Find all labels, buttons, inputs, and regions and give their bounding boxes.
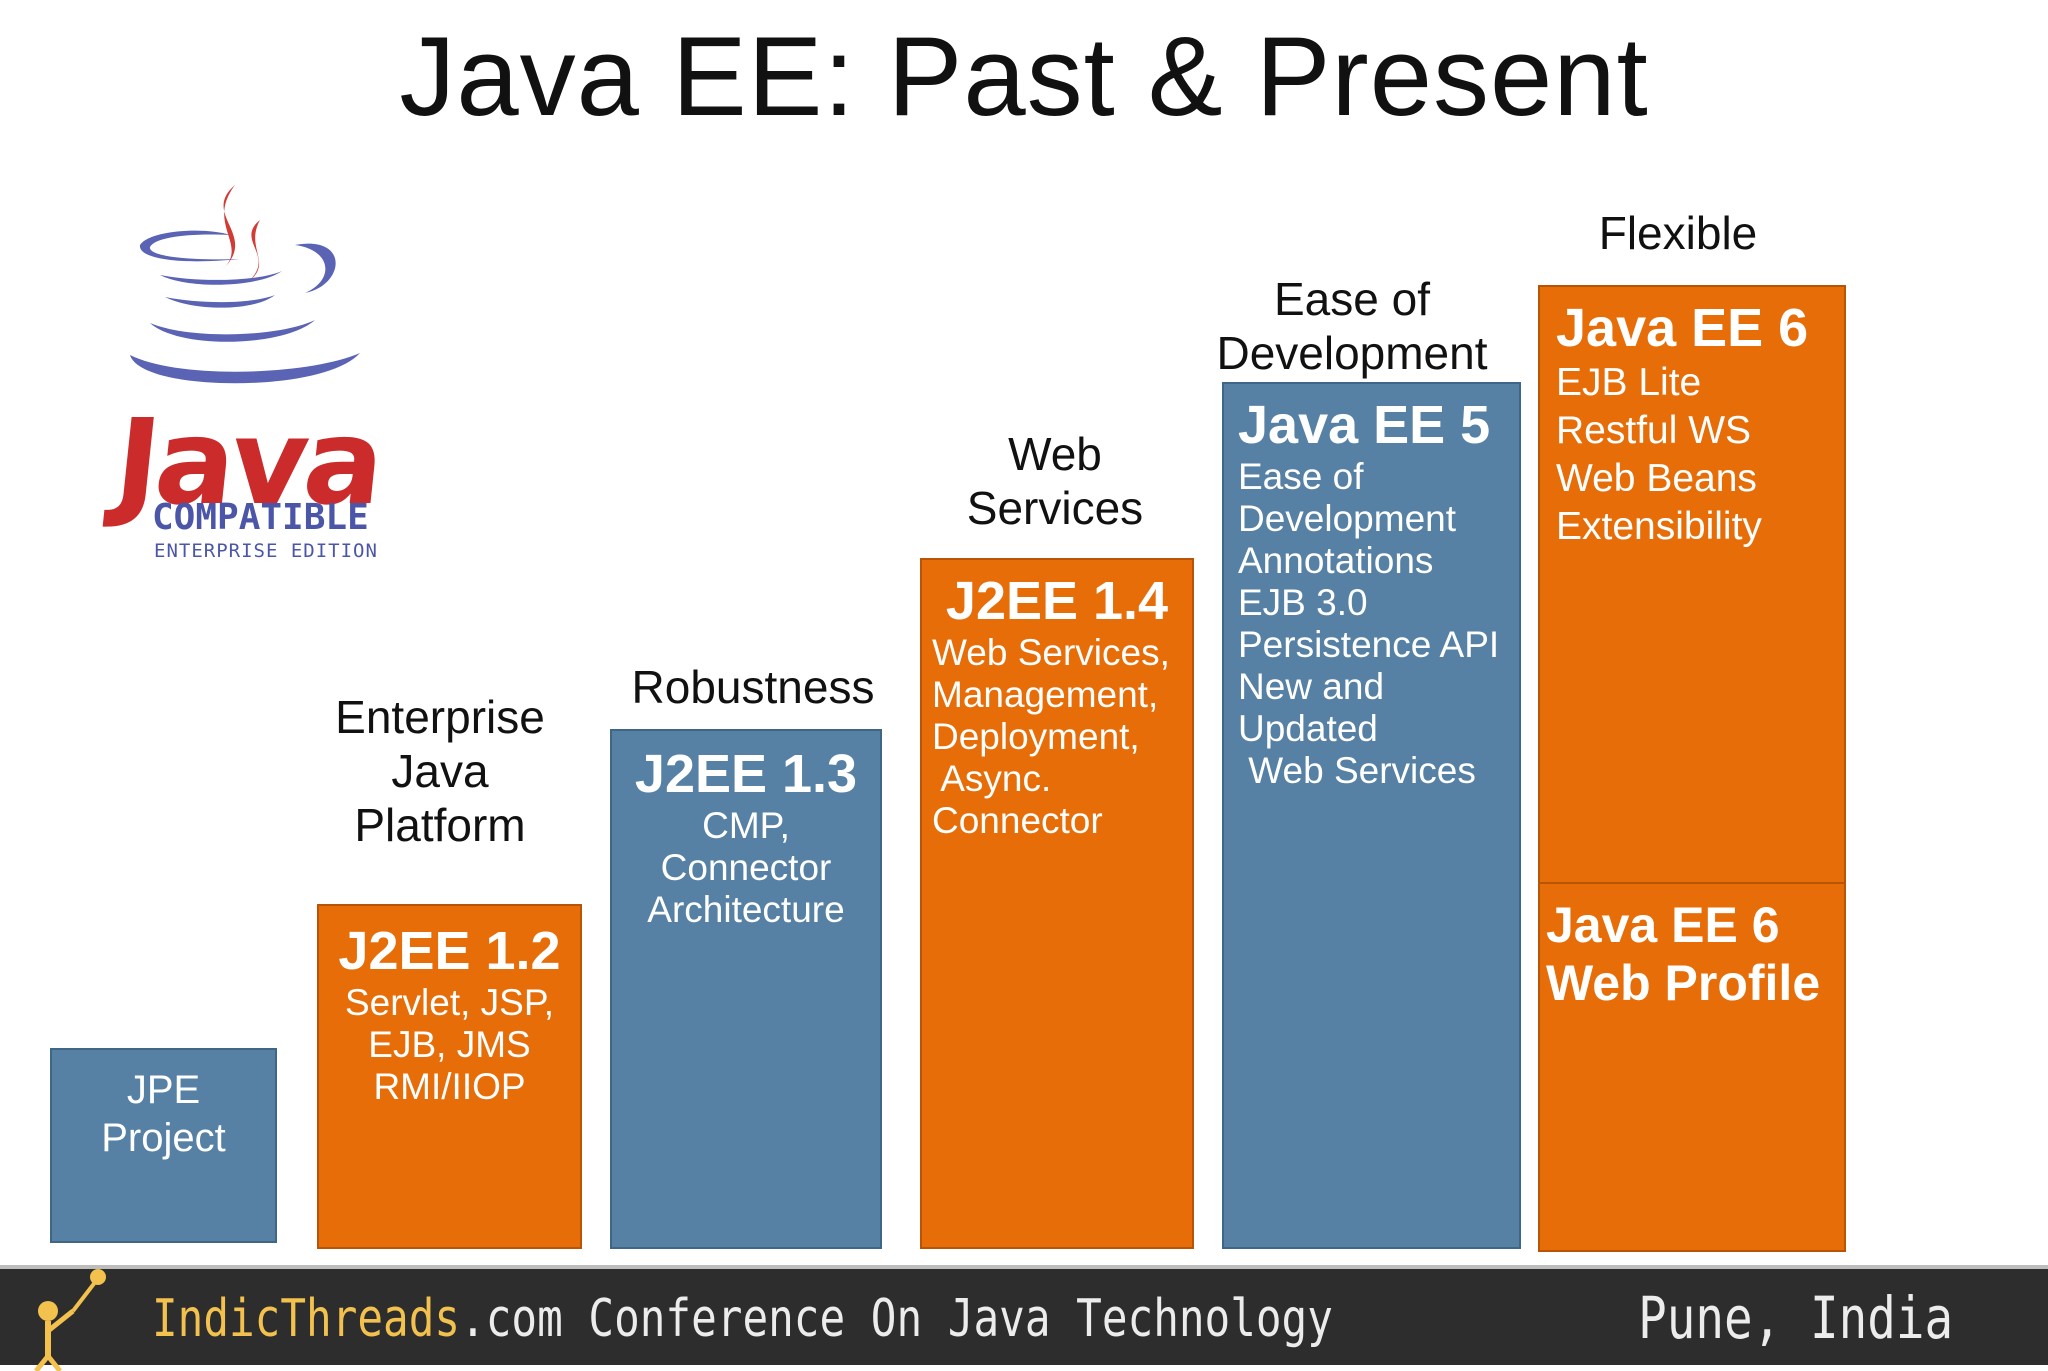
box-line: Ease of (1238, 456, 1364, 497)
box-line: Connector (932, 800, 1103, 841)
box-title: Java EE 6 (1546, 897, 1780, 953)
stage-box-j2ee-1-2: J2EE 1.2 Servlet, JSP, EJB, JMS RMI/IIOP (317, 904, 582, 1249)
box-title: Java EE 6 (1556, 298, 1809, 358)
stage-box-j2ee-1-3: J2EE 1.3 CMP, Connector Architecture (610, 729, 882, 1249)
box-line: Updated (1238, 708, 1378, 749)
enterprise-edition-label: ENTERPRISE EDITION (154, 540, 378, 562)
stage-label-ease-of-development: Ease of Development (1216, 273, 1488, 379)
stage-box-java-ee-5: Java EE 5 Ease of Development Annotation… (1222, 382, 1521, 1249)
footer-banner: IndicThreads.com Conference On Java Tech… (0, 1265, 2048, 1371)
box-title: J2EE 1.3 (634, 744, 858, 804)
box-line: Deployment, (932, 716, 1140, 757)
footer-brand-highlight: IndicThreads (152, 1289, 461, 1349)
box-title: Web Profile (1546, 955, 1821, 1011)
mascot-icon (34, 1269, 106, 1371)
box-line: JPE (126, 1068, 201, 1112)
box-line: CMP, (702, 805, 790, 846)
box-line: Architecture (647, 889, 845, 930)
box-line: Async. (932, 758, 1052, 799)
footer-brand-rest: .com Conference On Java Technology (460, 1289, 1333, 1349)
box-line: Connector (660, 847, 832, 888)
box-line: New and (1238, 666, 1385, 707)
stage-box-java-ee-6: Java EE 6 EJB Lite Restful WS Web Beans … (1538, 285, 1846, 883)
box-line: EJB 3.0 (1238, 582, 1368, 623)
stage-label-enterprise-java-platform: Enterprise Java Platform (335, 691, 545, 851)
stage-label-flexible: Flexible (1598, 207, 1758, 259)
box-title: Java EE 5 (1238, 395, 1491, 455)
box-line: RMI/IIOP (373, 1066, 526, 1107)
box-line: Project (101, 1116, 226, 1160)
slide-title: Java EE: Past & Present (399, 14, 1649, 139)
stage-label-web-services: Web Services (966, 428, 1144, 534)
stage-box-jpe: JPE Project (50, 1048, 277, 1243)
footer-location: Pune, India (1638, 1284, 1953, 1352)
box-line: EJB, JMS (368, 1024, 531, 1065)
stage-label-robustness: Robustness (631, 661, 875, 713)
stage-box-j2ee-1-4: J2EE 1.4 Web Services, Management, Deplo… (920, 558, 1194, 1249)
box-line: Persistence API (1238, 624, 1500, 665)
box-line: Development (1238, 498, 1457, 539)
box-line: EJB Lite (1556, 361, 1702, 404)
box-line: Web Beans (1556, 457, 1757, 500)
coffee-cup-icon (130, 185, 360, 384)
box-line: Restful WS (1556, 409, 1752, 452)
box-line: Management, (932, 674, 1159, 715)
java-compatible-logo: Java COMPATIBLE ENTERPRISE EDITION (109, 175, 387, 575)
compatible-label: COMPATIBLE (152, 497, 369, 538)
box-title: J2EE 1.4 (945, 571, 1169, 631)
box-line: Extensibility (1556, 505, 1762, 548)
footer-brand: IndicThreads.com Conference On Java Tech… (152, 1287, 1333, 1351)
box-line: Annotations (1238, 540, 1434, 581)
box-line: Servlet, JSP, (344, 982, 555, 1023)
box-line: Web Services, (932, 632, 1170, 673)
stage-box-java-ee-6-web-profile: Java EE 6 Web Profile (1538, 882, 1846, 1252)
box-line: Web Services (1238, 750, 1476, 791)
box-title: J2EE 1.2 (338, 921, 561, 981)
